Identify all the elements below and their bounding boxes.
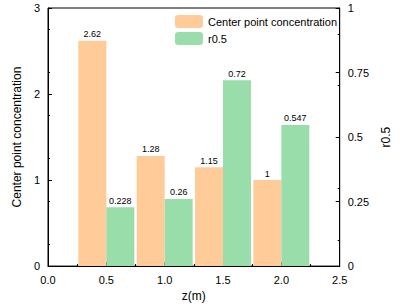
svg-text:r0.5: r0.5 bbox=[208, 33, 227, 45]
svg-text:1: 1 bbox=[348, 2, 354, 14]
svg-text:0.72: 0.72 bbox=[228, 69, 246, 79]
svg-text:1.28: 1.28 bbox=[142, 144, 160, 154]
svg-text:2.5: 2.5 bbox=[332, 274, 347, 286]
svg-text:2.62: 2.62 bbox=[84, 29, 102, 39]
svg-text:0.5: 0.5 bbox=[99, 274, 114, 286]
svg-text:0: 0 bbox=[348, 260, 354, 272]
svg-text:z(m): z(m) bbox=[182, 289, 206, 303]
svg-text:1.15: 1.15 bbox=[200, 156, 218, 166]
svg-text:0.25: 0.25 bbox=[348, 196, 369, 208]
svg-text:2.0: 2.0 bbox=[274, 274, 289, 286]
svg-text:0.75: 0.75 bbox=[348, 67, 369, 79]
svg-text:Center point concentration: Center point concentration bbox=[10, 67, 24, 208]
svg-text:r0.5: r0.5 bbox=[379, 126, 393, 147]
svg-text:0.0: 0.0 bbox=[40, 274, 55, 286]
svg-text:0.228: 0.228 bbox=[109, 196, 132, 206]
svg-text:0.26: 0.26 bbox=[170, 187, 188, 197]
svg-text:0: 0 bbox=[34, 260, 40, 272]
svg-text:Center point concentration: Center point concentration bbox=[208, 16, 337, 28]
svg-text:1: 1 bbox=[34, 174, 40, 186]
svg-text:3: 3 bbox=[34, 2, 40, 14]
svg-text:1: 1 bbox=[265, 169, 270, 179]
svg-text:2: 2 bbox=[34, 88, 40, 100]
svg-text:1.0: 1.0 bbox=[157, 274, 172, 286]
svg-text:0.547: 0.547 bbox=[284, 113, 307, 123]
svg-text:0.5: 0.5 bbox=[348, 131, 363, 143]
svg-text:1.5: 1.5 bbox=[215, 274, 230, 286]
